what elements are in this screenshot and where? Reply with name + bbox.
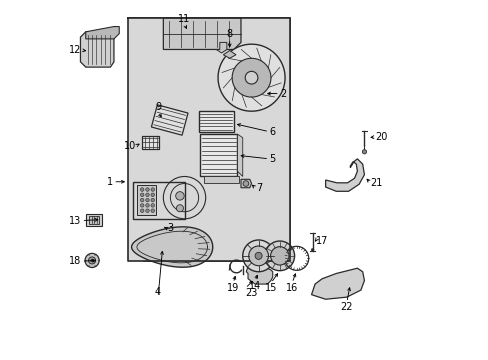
- Polygon shape: [133, 182, 184, 219]
- Circle shape: [140, 204, 143, 207]
- Bar: [151, 105, 187, 135]
- Polygon shape: [311, 268, 364, 299]
- Polygon shape: [131, 227, 212, 267]
- Polygon shape: [89, 216, 99, 224]
- Text: 3: 3: [166, 223, 173, 233]
- Circle shape: [151, 198, 154, 202]
- Circle shape: [264, 241, 294, 271]
- Text: 4: 4: [155, 287, 161, 297]
- Circle shape: [255, 252, 262, 259]
- Circle shape: [151, 209, 154, 212]
- Text: 2: 2: [279, 89, 285, 99]
- Circle shape: [244, 71, 257, 84]
- Circle shape: [270, 247, 288, 265]
- Text: 20: 20: [375, 132, 387, 142]
- Text: 19: 19: [226, 283, 239, 293]
- Text: 5: 5: [269, 154, 275, 164]
- Circle shape: [176, 205, 183, 212]
- Polygon shape: [128, 18, 290, 261]
- Polygon shape: [200, 134, 237, 176]
- Text: 14: 14: [248, 281, 261, 291]
- Text: 9: 9: [155, 102, 161, 112]
- Circle shape: [242, 240, 274, 272]
- Circle shape: [140, 188, 143, 191]
- Circle shape: [151, 188, 154, 191]
- Text: 21: 21: [370, 178, 382, 188]
- Polygon shape: [142, 136, 159, 149]
- Text: 8: 8: [226, 29, 232, 39]
- Polygon shape: [128, 18, 290, 261]
- Text: 22: 22: [340, 302, 352, 312]
- Text: 11: 11: [178, 14, 190, 24]
- Circle shape: [145, 204, 149, 207]
- Polygon shape: [85, 27, 119, 39]
- Circle shape: [145, 209, 149, 212]
- Polygon shape: [216, 42, 226, 53]
- Text: 23: 23: [244, 288, 257, 298]
- Polygon shape: [198, 111, 233, 132]
- Text: 16: 16: [285, 283, 298, 293]
- Text: 17: 17: [315, 236, 327, 246]
- Circle shape: [151, 204, 154, 207]
- Text: 18: 18: [69, 256, 81, 266]
- Polygon shape: [325, 159, 364, 191]
- Circle shape: [145, 188, 149, 191]
- Polygon shape: [218, 44, 285, 111]
- Polygon shape: [86, 213, 102, 226]
- Circle shape: [140, 193, 143, 197]
- Circle shape: [243, 181, 248, 186]
- Polygon shape: [246, 266, 272, 284]
- Text: 15: 15: [264, 283, 277, 293]
- Circle shape: [151, 193, 154, 197]
- Polygon shape: [81, 32, 114, 67]
- Circle shape: [88, 257, 96, 264]
- Circle shape: [145, 193, 149, 197]
- Circle shape: [310, 248, 313, 251]
- Polygon shape: [232, 58, 270, 97]
- Text: 6: 6: [269, 127, 275, 137]
- Text: 7: 7: [255, 183, 262, 193]
- Text: 10: 10: [123, 141, 136, 151]
- Circle shape: [362, 150, 366, 154]
- Circle shape: [85, 253, 99, 267]
- Circle shape: [248, 246, 268, 266]
- Text: 13: 13: [69, 216, 81, 226]
- Text: 1: 1: [107, 177, 113, 187]
- Text: 12: 12: [69, 45, 81, 55]
- Polygon shape: [163, 18, 241, 49]
- Polygon shape: [223, 50, 236, 58]
- Circle shape: [140, 198, 143, 202]
- Polygon shape: [137, 185, 156, 215]
- Polygon shape: [241, 179, 251, 188]
- Circle shape: [90, 259, 93, 262]
- Circle shape: [175, 192, 184, 200]
- Polygon shape: [237, 134, 242, 176]
- Circle shape: [140, 209, 143, 212]
- Circle shape: [145, 198, 149, 202]
- Polygon shape: [203, 176, 239, 183]
